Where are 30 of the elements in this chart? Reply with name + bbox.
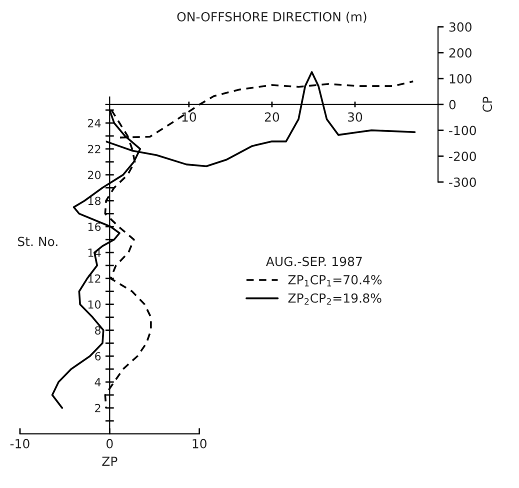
x-tick-label: 20 [264, 112, 280, 122]
y-tick-label: -300 [449, 177, 476, 187]
y-tick-label: -200 [449, 152, 476, 162]
y-tick-label: 16 [88, 222, 101, 231]
y-tick-label: 10 [88, 300, 101, 309]
legend-label: ZP$_{1}$CP$_{1}$=70.4% [288, 274, 382, 286]
y-tick-label: 6 [95, 352, 101, 361]
legend-label: ZP$_{2}$CP$_{2}$=19.8% [288, 293, 382, 305]
y-tick-label: 200 [449, 48, 472, 58]
y-tick-label: 20 [88, 170, 101, 180]
y-tick-label: 24 [88, 118, 101, 128]
x-tick-label: -10 [10, 438, 30, 448]
y-tick-label: 0 [449, 100, 456, 110]
legend-title: AUG.-SEP. 1987 [266, 256, 362, 266]
x-tick-label: 10 [192, 438, 206, 448]
y-tick-label: 100 [450, 74, 472, 84]
y-tick-label: 22 [88, 144, 100, 154]
y-tick-label: -100 [449, 126, 476, 136]
y-axis-title: CP [482, 96, 492, 112]
x-axis-title: ON-OFFSHORE DIRECTION (m) [177, 12, 366, 23]
y-axis-title: St. No. [18, 236, 58, 246]
y-tick-label: 2 [95, 404, 100, 412]
x-tick-label: 10 [182, 112, 196, 122]
y-tick-label: 300 [449, 22, 472, 32]
x-tick-label: 30 [348, 112, 362, 122]
x-axis-title: ZP [102, 456, 118, 466]
y-tick-label: 8 [95, 326, 101, 335]
x-tick-label: 0 [106, 438, 113, 448]
y-tick-label: 4 [94, 378, 101, 386]
y-tick-label: 18 [88, 196, 101, 206]
